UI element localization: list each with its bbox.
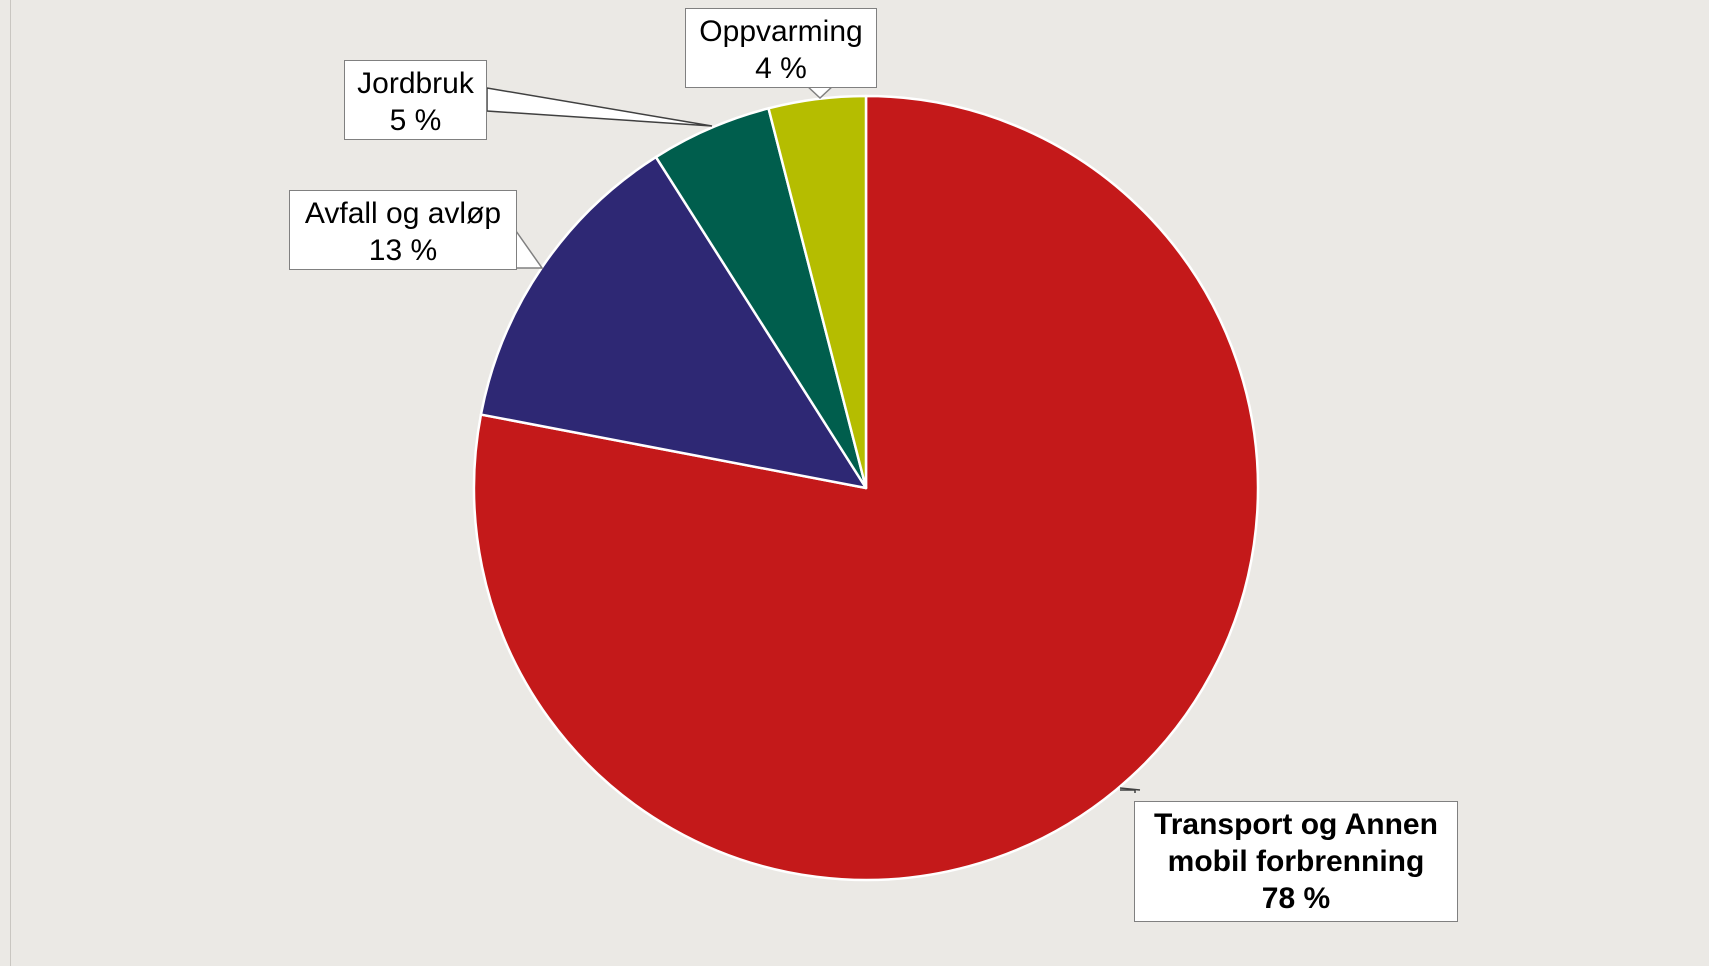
callout-transport-label-2: mobil forbrenning — [1167, 845, 1425, 878]
callout-avfall: Avfall og avløp 13 % — [289, 190, 517, 270]
callout-transport-value: 78 % — [1261, 882, 1331, 915]
callout-transport-label-1: Transport og Annen — [1154, 808, 1438, 841]
callout-oppvarming-label: Oppvarming — [699, 15, 863, 48]
pie-slice-oppvarming — [767, 94, 868, 490]
leader-lines — [486, 83, 1141, 793]
leader-line-transport — [1120, 789, 1136, 793]
callout-jordbruk-value: 5 % — [389, 104, 442, 137]
callout-avfall-value: 13 % — [368, 234, 438, 267]
callout-jordbruk: Jordbruk 5 % — [344, 60, 487, 140]
pie-slices — [472, 94, 1260, 882]
callout-jordbruk-label: Jordbruk — [357, 67, 474, 100]
leader-line-jordbruk — [486, 87, 713, 127]
callout-avfall-label: Avfall og avløp — [304, 197, 502, 230]
leader-line-transport-2 — [1119, 787, 1141, 791]
callout-transport: Transport og Annen mobil forbrenning 78 … — [1134, 801, 1458, 922]
callout-oppvarming-value: 4 % — [755, 52, 807, 85]
callout-oppvarming: Oppvarming 4 % — [685, 8, 877, 88]
leader-line-avfall — [515, 230, 544, 269]
